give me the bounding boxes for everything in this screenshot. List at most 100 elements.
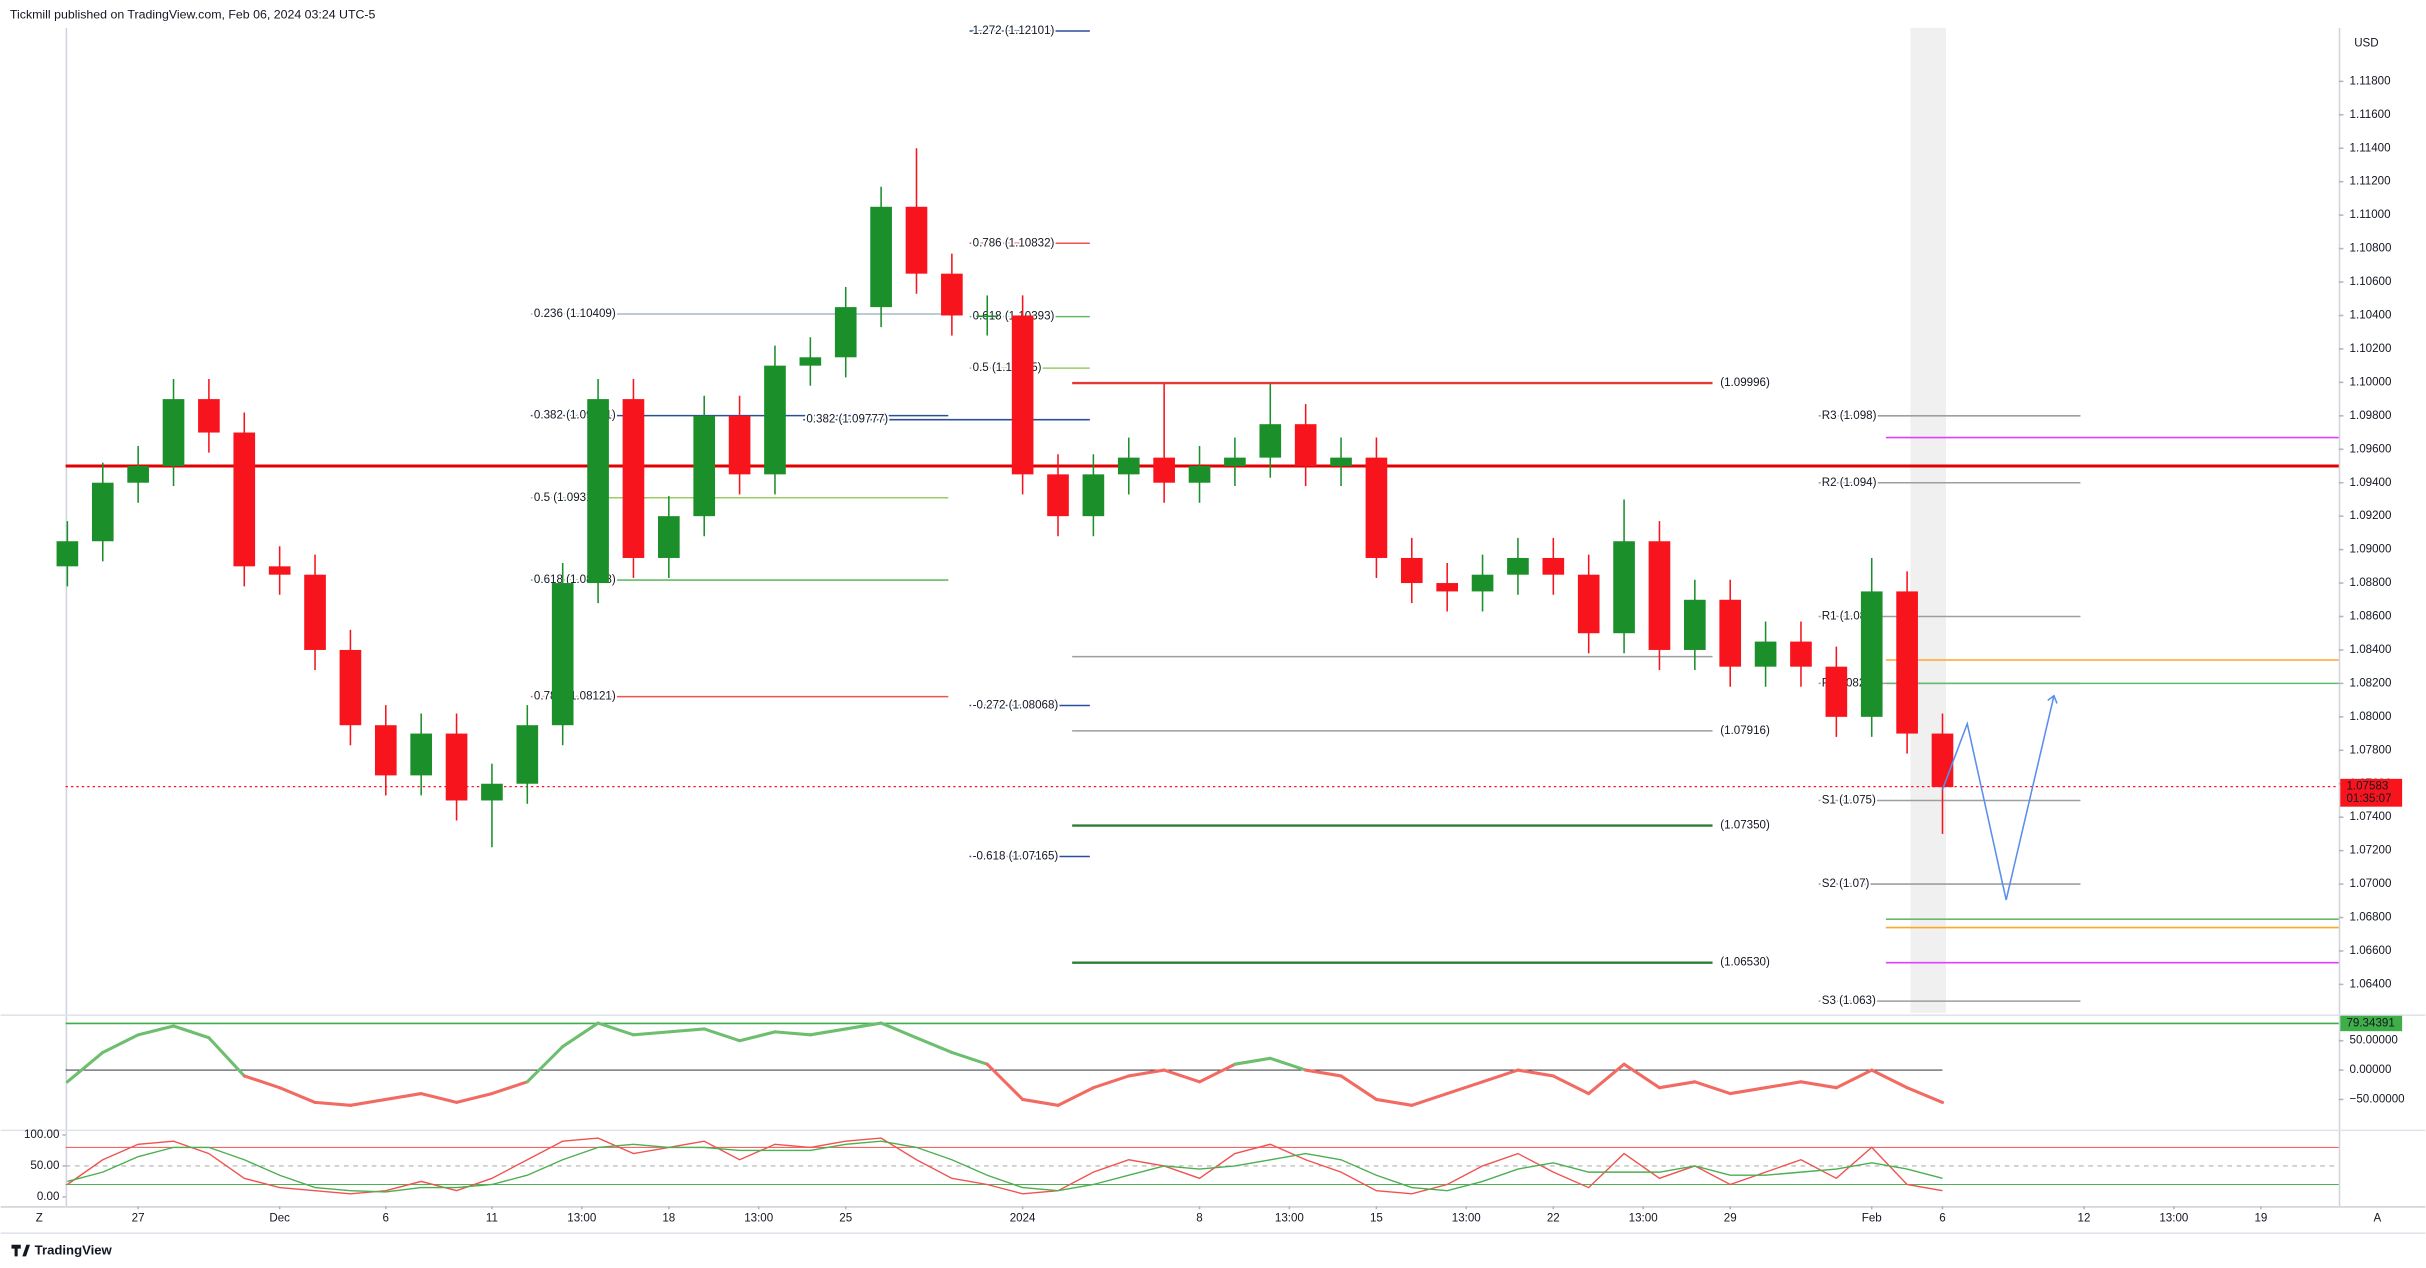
y-tick-label: 1.10200	[2350, 343, 2392, 355]
oscillator-segment	[455, 1092, 494, 1104]
oscillator-segment	[1127, 1068, 1166, 1078]
candle-body	[374, 725, 397, 776]
oscillator-segment	[1799, 1080, 1838, 1090]
y-tick-label: −50.00000	[2350, 1094, 2405, 1106]
level-label: (1.09996)	[1720, 377, 1770, 389]
x-tick-label: 27	[132, 1213, 145, 1225]
oscillator-segment	[808, 1027, 848, 1037]
oscillator-segment	[1056, 1086, 1095, 1107]
candle-body	[1153, 457, 1175, 483]
level-label: (1.07916)	[1720, 725, 1770, 737]
y-tick-label: 1.09400	[2350, 477, 2392, 489]
y-tick-label: 1.09200	[2350, 510, 2392, 522]
candle-body	[1825, 666, 1848, 717]
y-tick-label: 1.10600	[2350, 276, 2392, 288]
currency-label: USD	[2354, 37, 2378, 49]
level-tag	[2340, 1015, 2403, 1032]
level-label: 0.786 (1.08121)	[534, 691, 616, 703]
y-tick-label: 1.07400	[2350, 811, 2392, 823]
oscillator-segment	[242, 1074, 282, 1090]
candle-body	[445, 733, 468, 801]
left-button[interactable]: Z	[36, 1213, 43, 1225]
candle-body	[1400, 557, 1423, 584]
candle-body	[1896, 591, 1918, 734]
y-tick-label: 1.08800	[2350, 577, 2392, 589]
candle-body	[1294, 424, 1317, 466]
oscillator-segment	[1587, 1062, 1626, 1096]
x-tick-label: 8	[1196, 1213, 1202, 1225]
level-label: R2 (1.094)	[1822, 477, 1877, 489]
oscillator-segment	[1551, 1074, 1591, 1096]
candle-body	[1365, 457, 1388, 558]
oscillator-segment	[1304, 1068, 1343, 1078]
logo-text: TradingView	[35, 1242, 113, 1257]
x-tick-label: 6	[1939, 1213, 1945, 1225]
candle-body	[764, 365, 786, 475]
level-label: -0.618 (1.07165)	[973, 851, 1059, 863]
candle-body	[1117, 457, 1140, 475]
y-tick-label: 1.06800	[2350, 912, 2392, 924]
last-price-tag	[2340, 778, 2403, 807]
candle-body	[1330, 457, 1352, 466]
y-tick-label: 1.11000	[2350, 209, 2391, 221]
candle-body	[1259, 424, 1282, 458]
y-tick-label: 0.00000	[2350, 1064, 2392, 1076]
x-tick-label: Dec	[269, 1213, 290, 1225]
right-button[interactable]: A	[2374, 1213, 2382, 1225]
y-tick-label: 1.07800	[2350, 744, 2392, 756]
candle-body	[1082, 474, 1105, 517]
y-tick-label: 1.09800	[2350, 410, 2392, 422]
x-tick-label: 6	[383, 1213, 389, 1225]
candle-body	[1577, 574, 1600, 634]
x-tick-label: 13:00	[1275, 1213, 1304, 1225]
candle-body	[1047, 474, 1069, 517]
level-label: 1.272 (1.12101)	[973, 25, 1055, 37]
oscillator-segment	[1516, 1068, 1555, 1078]
oscillator-segment	[596, 1021, 635, 1037]
candle-body	[127, 465, 149, 483]
candle-body	[162, 399, 185, 466]
y-tick-label: 50.00000	[2350, 1035, 2398, 1047]
candle-body	[1507, 557, 1529, 575]
oscillator-segment	[1870, 1068, 1909, 1090]
countdown-label: 01:35:07	[2346, 793, 2391, 805]
candle-body	[268, 566, 291, 575]
x-tick-label: 29	[1724, 1213, 1737, 1225]
level-tag-label: 79.34391	[2346, 1018, 2394, 1030]
candle-body	[905, 206, 928, 274]
y-tick-label: 1.11200	[2350, 176, 2391, 188]
oscillator-segment	[914, 1036, 954, 1054]
y-tick-label: 1.11600	[2350, 109, 2391, 121]
candle-body	[1542, 557, 1565, 575]
last-price-label: 1.07583	[2346, 781, 2388, 793]
y-tick-label: 1.09600	[2350, 443, 2392, 455]
session-volume-band	[1910, 27, 1946, 1013]
level-label: 0.236 (1.10409)	[534, 308, 616, 320]
oscillator-segment	[1834, 1068, 1874, 1090]
x-tick-label: 13:00	[2159, 1213, 2188, 1225]
candle-body	[551, 583, 574, 726]
candle-body	[304, 574, 326, 650]
candle-body	[658, 516, 680, 558]
candle-body	[91, 482, 114, 542]
x-tick-label: 13:00	[744, 1213, 773, 1225]
candle-body	[1613, 541, 1635, 634]
header-title: Tickmill published on TradingView.com, F…	[10, 8, 376, 22]
level-label: S1 (1.075)	[1822, 795, 1876, 807]
footer-logo[interactable]: TradingView	[11, 1242, 113, 1257]
candle-body	[870, 206, 892, 308]
candle-body	[693, 415, 716, 517]
oscillator-segment	[207, 1036, 246, 1078]
candle-body	[622, 399, 645, 558]
oscillator-segment	[1481, 1068, 1520, 1084]
x-tick-label: 25	[839, 1213, 852, 1225]
candle-body	[1719, 599, 1742, 667]
candle-body	[1188, 465, 1211, 483]
candle-body	[1648, 541, 1671, 650]
candle-body	[1224, 457, 1246, 466]
candle-body	[1011, 315, 1034, 475]
oscillator-segment	[879, 1021, 919, 1040]
oscillator-segment	[1693, 1080, 1732, 1096]
candle-body	[1790, 641, 1812, 667]
